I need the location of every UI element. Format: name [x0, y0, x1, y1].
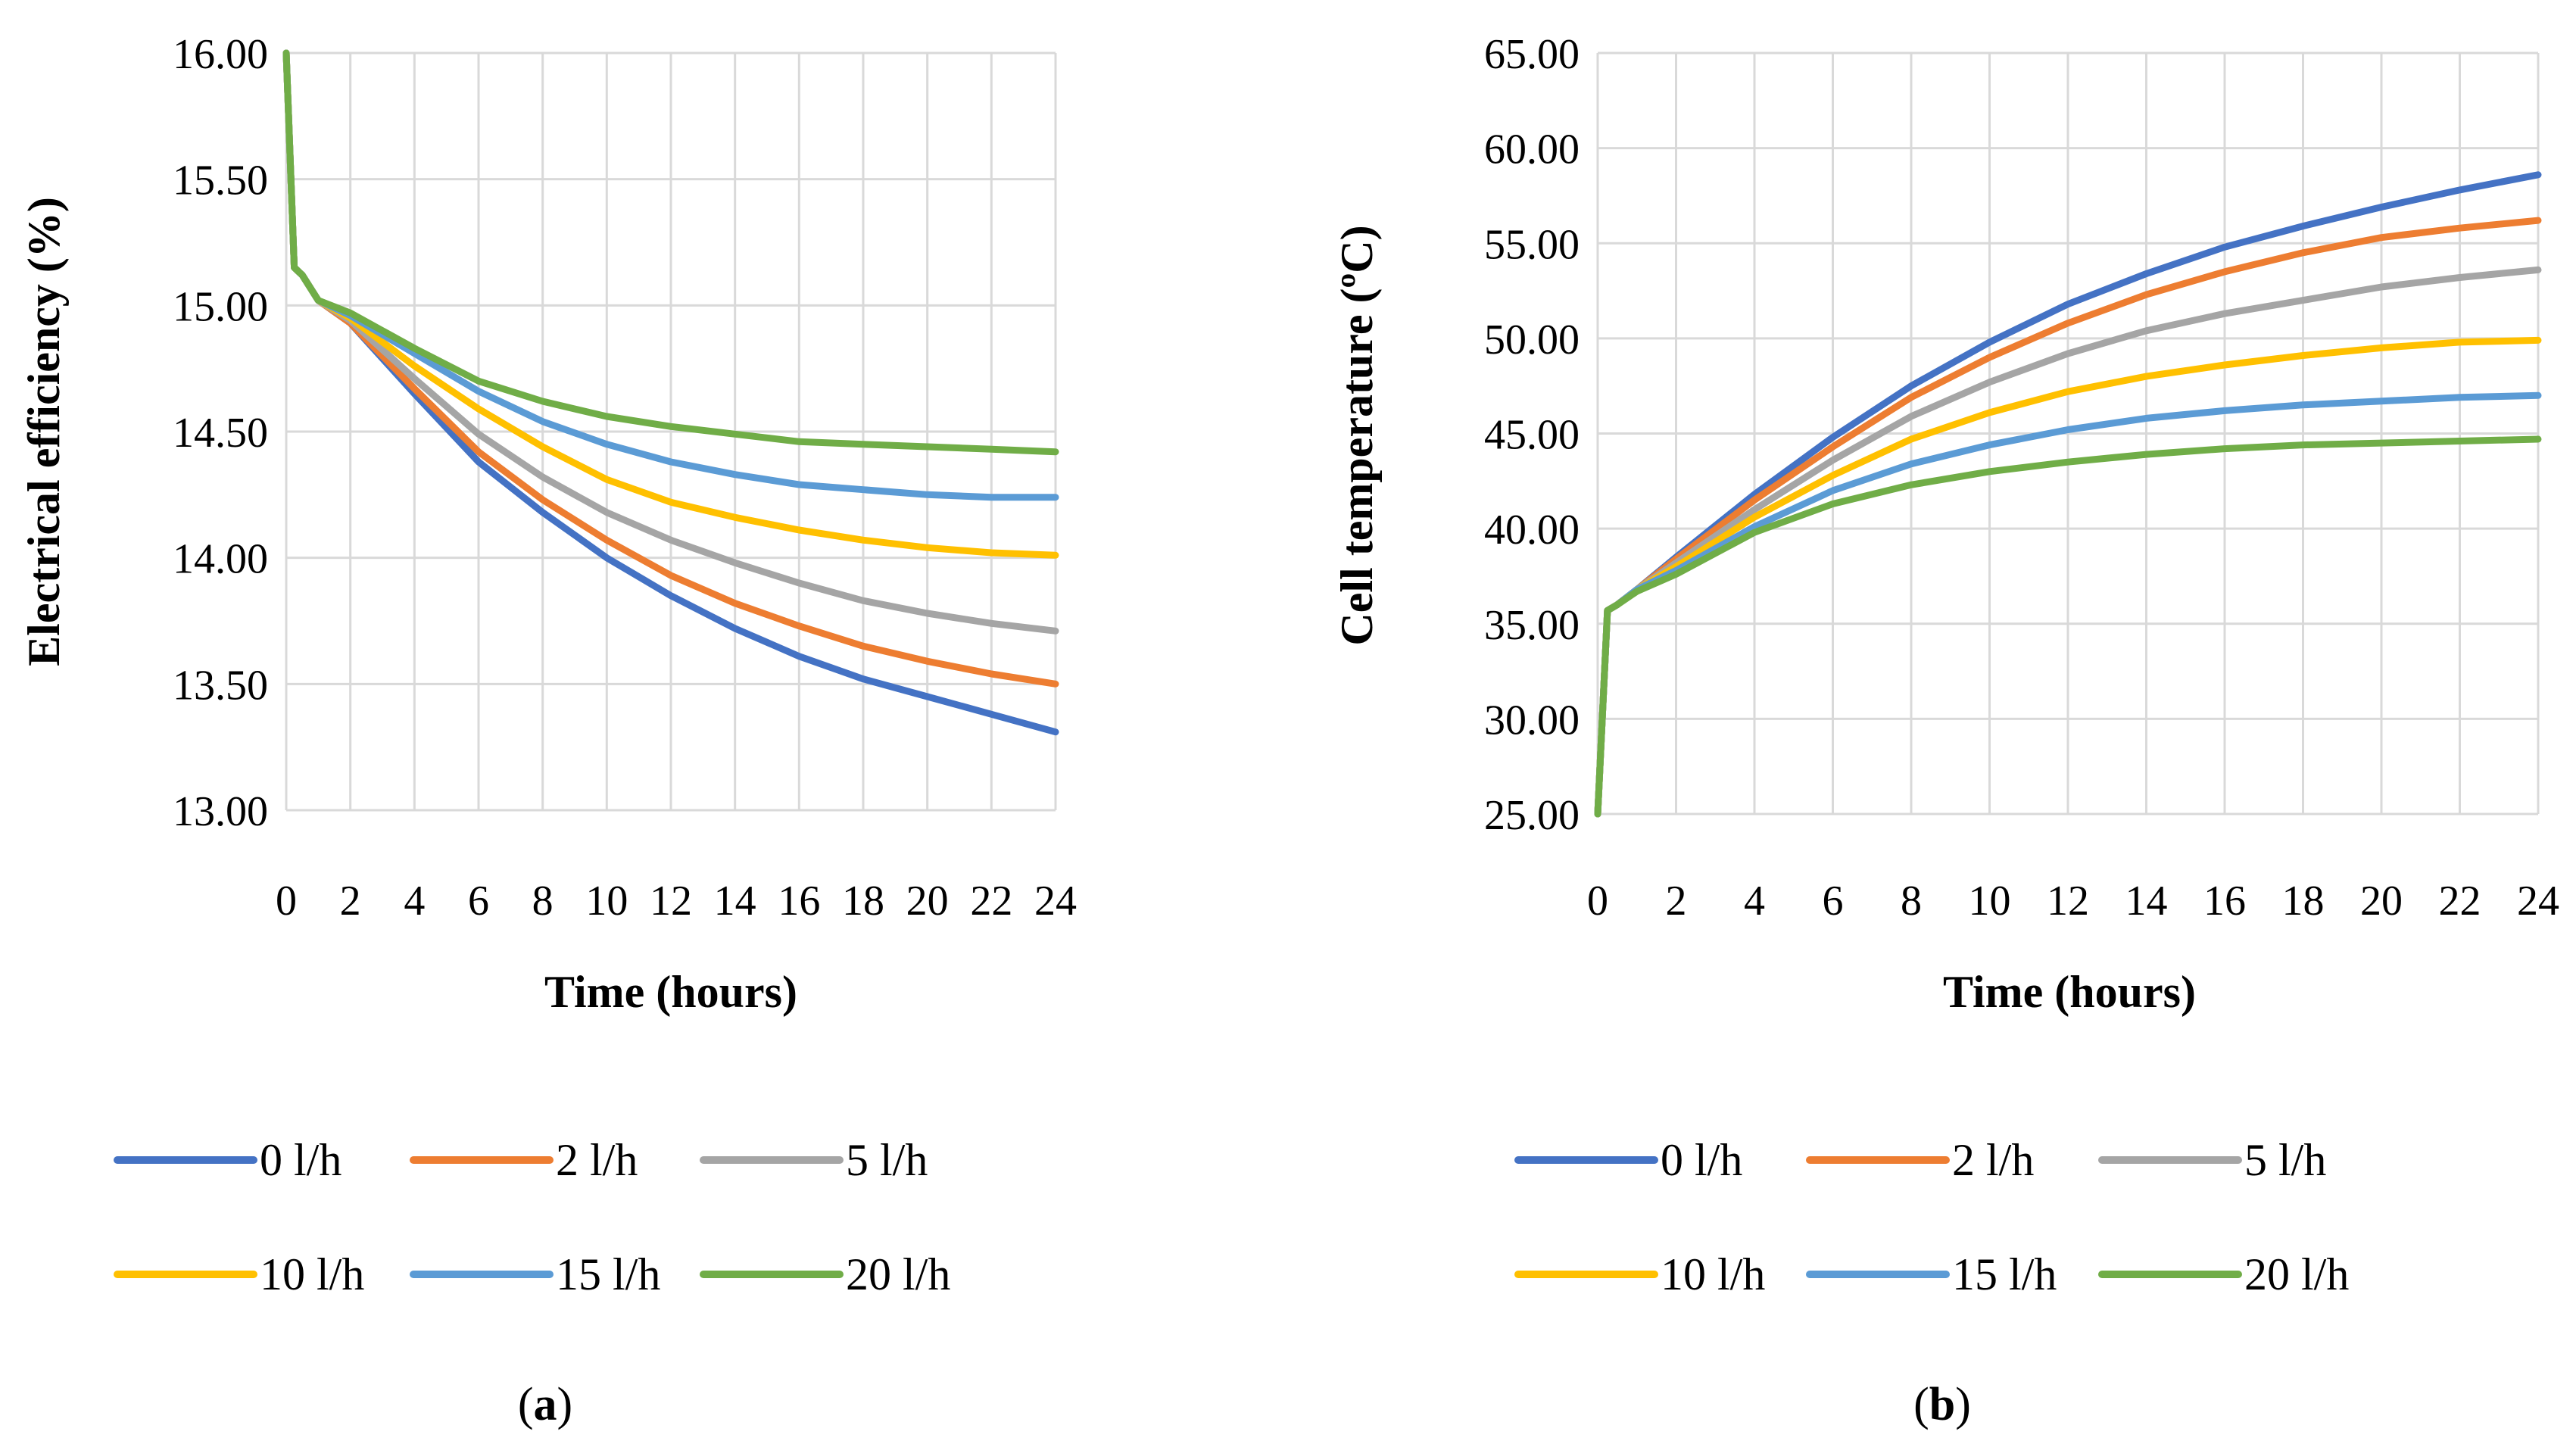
y-tick-label: 55.00 [1484, 221, 1580, 268]
x-tick-label: 24 [1034, 878, 1077, 925]
y-tick-label: 35.00 [1484, 602, 1580, 649]
y-tick-label: 14.00 [173, 536, 268, 583]
x-tick-label: 8 [532, 878, 554, 925]
x-tick-label: 0 [1587, 878, 1608, 925]
x-tick-label: 14 [2125, 878, 2168, 925]
panel-b-chart: 65.00 60.00 55.00 50.00 45.00 40.00 35.00 30.00… [1332, 31, 2559, 1430]
x-tick-label: 22 [970, 878, 1012, 925]
x-tick-label: 24 [2517, 878, 2559, 925]
x-tick-label: 8 [1901, 878, 1922, 925]
y-tick-label: 13.00 [173, 788, 268, 835]
x-tick-label: 16 [778, 878, 820, 925]
x-tick-label: 0 [276, 878, 297, 925]
legend-item: 0 l/h [114, 1135, 341, 1185]
legend-label: 5 l/h [846, 1135, 928, 1185]
legend: 0 l/h 2 l/h 5 l/h 10 l/h 15 l/h 20 l/h [1514, 1135, 2349, 1299]
legend-item: 20 l/h [2098, 1249, 2349, 1299]
legend-item: 10 l/h [1514, 1249, 1765, 1299]
x-tick-label: 16 [2203, 878, 2246, 925]
y-tick-label: 65.00 [1484, 31, 1580, 78]
legend-label: 15 l/h [556, 1249, 660, 1299]
x-tick-label: 4 [404, 878, 425, 925]
legend-item: 10 l/h [114, 1249, 364, 1299]
legend-item: 2 l/h [1806, 1135, 2034, 1185]
x-axis-title: Time (hours) [1943, 967, 2196, 1017]
gridlines [1596, 51, 2540, 815]
y-tick-label: 45.00 [1484, 412, 1580, 459]
y-tick-label: 13.50 [173, 662, 268, 709]
x-tick-label: 2 [340, 878, 361, 925]
y-axis-title: Electrical efficiency (%) [19, 197, 69, 666]
y-tick-label: 40.00 [1484, 507, 1580, 554]
series-line-20-l-h [282, 49, 1059, 456]
y-tick-label: 14.50 [173, 410, 268, 457]
x-tick-label: 6 [468, 878, 489, 925]
x-axis-title: Time (hours) [544, 967, 797, 1017]
legend-item: 20 l/h [700, 1249, 950, 1299]
legend-label: 0 l/h [1661, 1135, 1742, 1185]
x-tick-label: 20 [906, 878, 949, 925]
y-axis-title: Cell temperature (ºC) [1332, 225, 1382, 645]
legend-label: 10 l/h [260, 1249, 364, 1299]
x-tick-label: 10 [585, 878, 628, 925]
x-tick-label: 22 [2439, 878, 2481, 925]
legend-label: 20 l/h [846, 1249, 950, 1299]
y-tick-label: 30.00 [1484, 697, 1580, 744]
legend: 0 l/h 2 l/h 5 l/h 10 l/h 15 l/h 20 l/h [114, 1135, 950, 1299]
x-tick-label: 2 [1666, 878, 1687, 925]
x-tick-label: 6 [1823, 878, 1844, 925]
y-tick-label: 15.50 [173, 157, 268, 204]
panel-caption: (a) [518, 1379, 572, 1430]
series-lines [1594, 171, 2542, 818]
legend-item: 15 l/h [1806, 1249, 2057, 1299]
x-tick-label: 18 [842, 878, 884, 925]
legend-label: 0 l/h [260, 1135, 341, 1185]
y-tick-label: 16.00 [173, 31, 268, 78]
legend-label: 20 l/h [2244, 1249, 2349, 1299]
y-tick-label: 15.00 [173, 283, 268, 330]
y-tick-label: 50.00 [1484, 317, 1580, 363]
legend-item: 15 l/h [410, 1249, 660, 1299]
x-tick-label: 12 [650, 878, 692, 925]
x-tick-label: 18 [2282, 878, 2325, 925]
legend-label: 2 l/h [1952, 1135, 2034, 1185]
y-tick-label: 60.00 [1484, 126, 1580, 173]
series-lines [282, 49, 1059, 736]
legend-item: 2 l/h [410, 1135, 638, 1185]
panel-caption: (b) [1913, 1379, 1971, 1430]
legend-label: 2 l/h [556, 1135, 638, 1185]
x-tick-label: 14 [714, 878, 756, 925]
legend-item: 5 l/h [2098, 1135, 2326, 1185]
legend-item: 0 l/h [1514, 1135, 1742, 1185]
y-tick-label: 25.00 [1484, 792, 1580, 839]
series-line-20-l-h [1594, 435, 2542, 818]
x-tick-label: 20 [2360, 878, 2403, 925]
x-tick-label: 4 [1744, 878, 1765, 925]
legend-label: 15 l/h [1952, 1249, 2057, 1299]
legend-label: 10 l/h [1661, 1249, 1765, 1299]
legend-item: 5 l/h [700, 1135, 928, 1185]
x-tick-label: 12 [2047, 878, 2089, 925]
x-tick-label: 10 [1969, 878, 2011, 925]
legend-label: 5 l/h [2244, 1135, 2326, 1185]
